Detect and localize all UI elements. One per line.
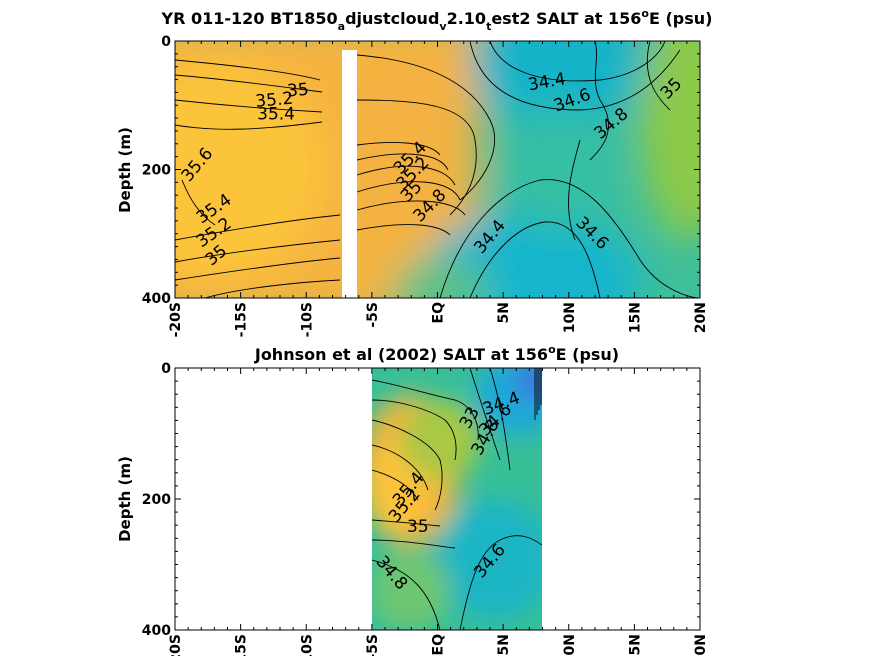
y-tick-label: 200 [142, 163, 171, 179]
x-tick-label: -20S [168, 634, 184, 656]
x-tick-label: 5N [496, 302, 512, 323]
title-top: YR 011-120 BT1850adjustcloudv2.10test2 S… [161, 7, 713, 33]
x-tick-label: 10N [562, 634, 578, 656]
y-tick-label: 200 [142, 492, 171, 508]
x-tick-label: 20N [693, 634, 709, 656]
x-tick-label: 10N [562, 302, 578, 333]
panel-bottom: Johnson et al (2002) SALT at 156oE (psu) [116, 343, 709, 656]
contour-label: 35.4 [257, 104, 295, 124]
contour-label: 35.2 [255, 89, 294, 112]
y-tick-label: 400 [142, 291, 171, 307]
x-tick-label: 20N [693, 302, 709, 333]
x-tick-label: -20S [168, 302, 184, 337]
axes-bottom: -20S -15S -10S -5S EQ 5N 10N 15N 20N 0 200 400 [142, 361, 709, 656]
x-tick-label: 15N [627, 634, 643, 656]
title-part: E (psu) [649, 9, 713, 28]
title-part: est2 SALT at 156 [491, 9, 641, 28]
contour-label: 35 [286, 80, 309, 102]
panel-top: YR 011-120 BT1850adjustcloudv2.10test2 S… [116, 7, 713, 337]
contour-label: 35 [407, 517, 429, 537]
title-part: djustcloud [345, 9, 439, 28]
title-part: o [641, 7, 649, 20]
title-part: Johnson et al (2002) SALT at 156 [254, 345, 548, 364]
x-tick-label: 15N [627, 302, 643, 333]
title-part: t [486, 20, 491, 33]
title-part: E (psu) [556, 345, 620, 364]
x-tick-label: -10S [299, 302, 315, 337]
title-part: 2.10 [447, 9, 486, 28]
y-tick-label: 0 [161, 34, 171, 50]
y-tick-label: 0 [161, 361, 171, 377]
ylabel-bottom: Depth (m) [116, 456, 134, 542]
title-part: a [338, 20, 345, 33]
y-tick-label: 400 [142, 623, 171, 639]
ylabel-top: Depth (m) [116, 127, 134, 213]
x-tick-label: EQ [431, 634, 447, 656]
x-tick-label: -15S [234, 634, 250, 656]
x-tick-label: 5N [496, 634, 512, 655]
axes-top: -20S -15S -10S -5S EQ 5N 10N 15N 20N 0 200 400 [142, 34, 709, 337]
x-tick-label: -15S [234, 302, 250, 337]
title-part: o [548, 343, 556, 356]
title-bottom: Johnson et al (2002) SALT at 156oE (psu) [254, 343, 619, 364]
x-tick-label: EQ [431, 302, 447, 324]
title-part: v [439, 20, 447, 33]
salinity-field-top: 3535.235.435.635.435.23535.435.23534.834… [175, 41, 700, 298]
x-tick-label: -5S [365, 302, 381, 328]
title-part: YR 011-120 BT1850 [161, 9, 338, 28]
x-tick-label: -5S [365, 634, 381, 656]
x-tick-label: -10S [299, 634, 315, 656]
